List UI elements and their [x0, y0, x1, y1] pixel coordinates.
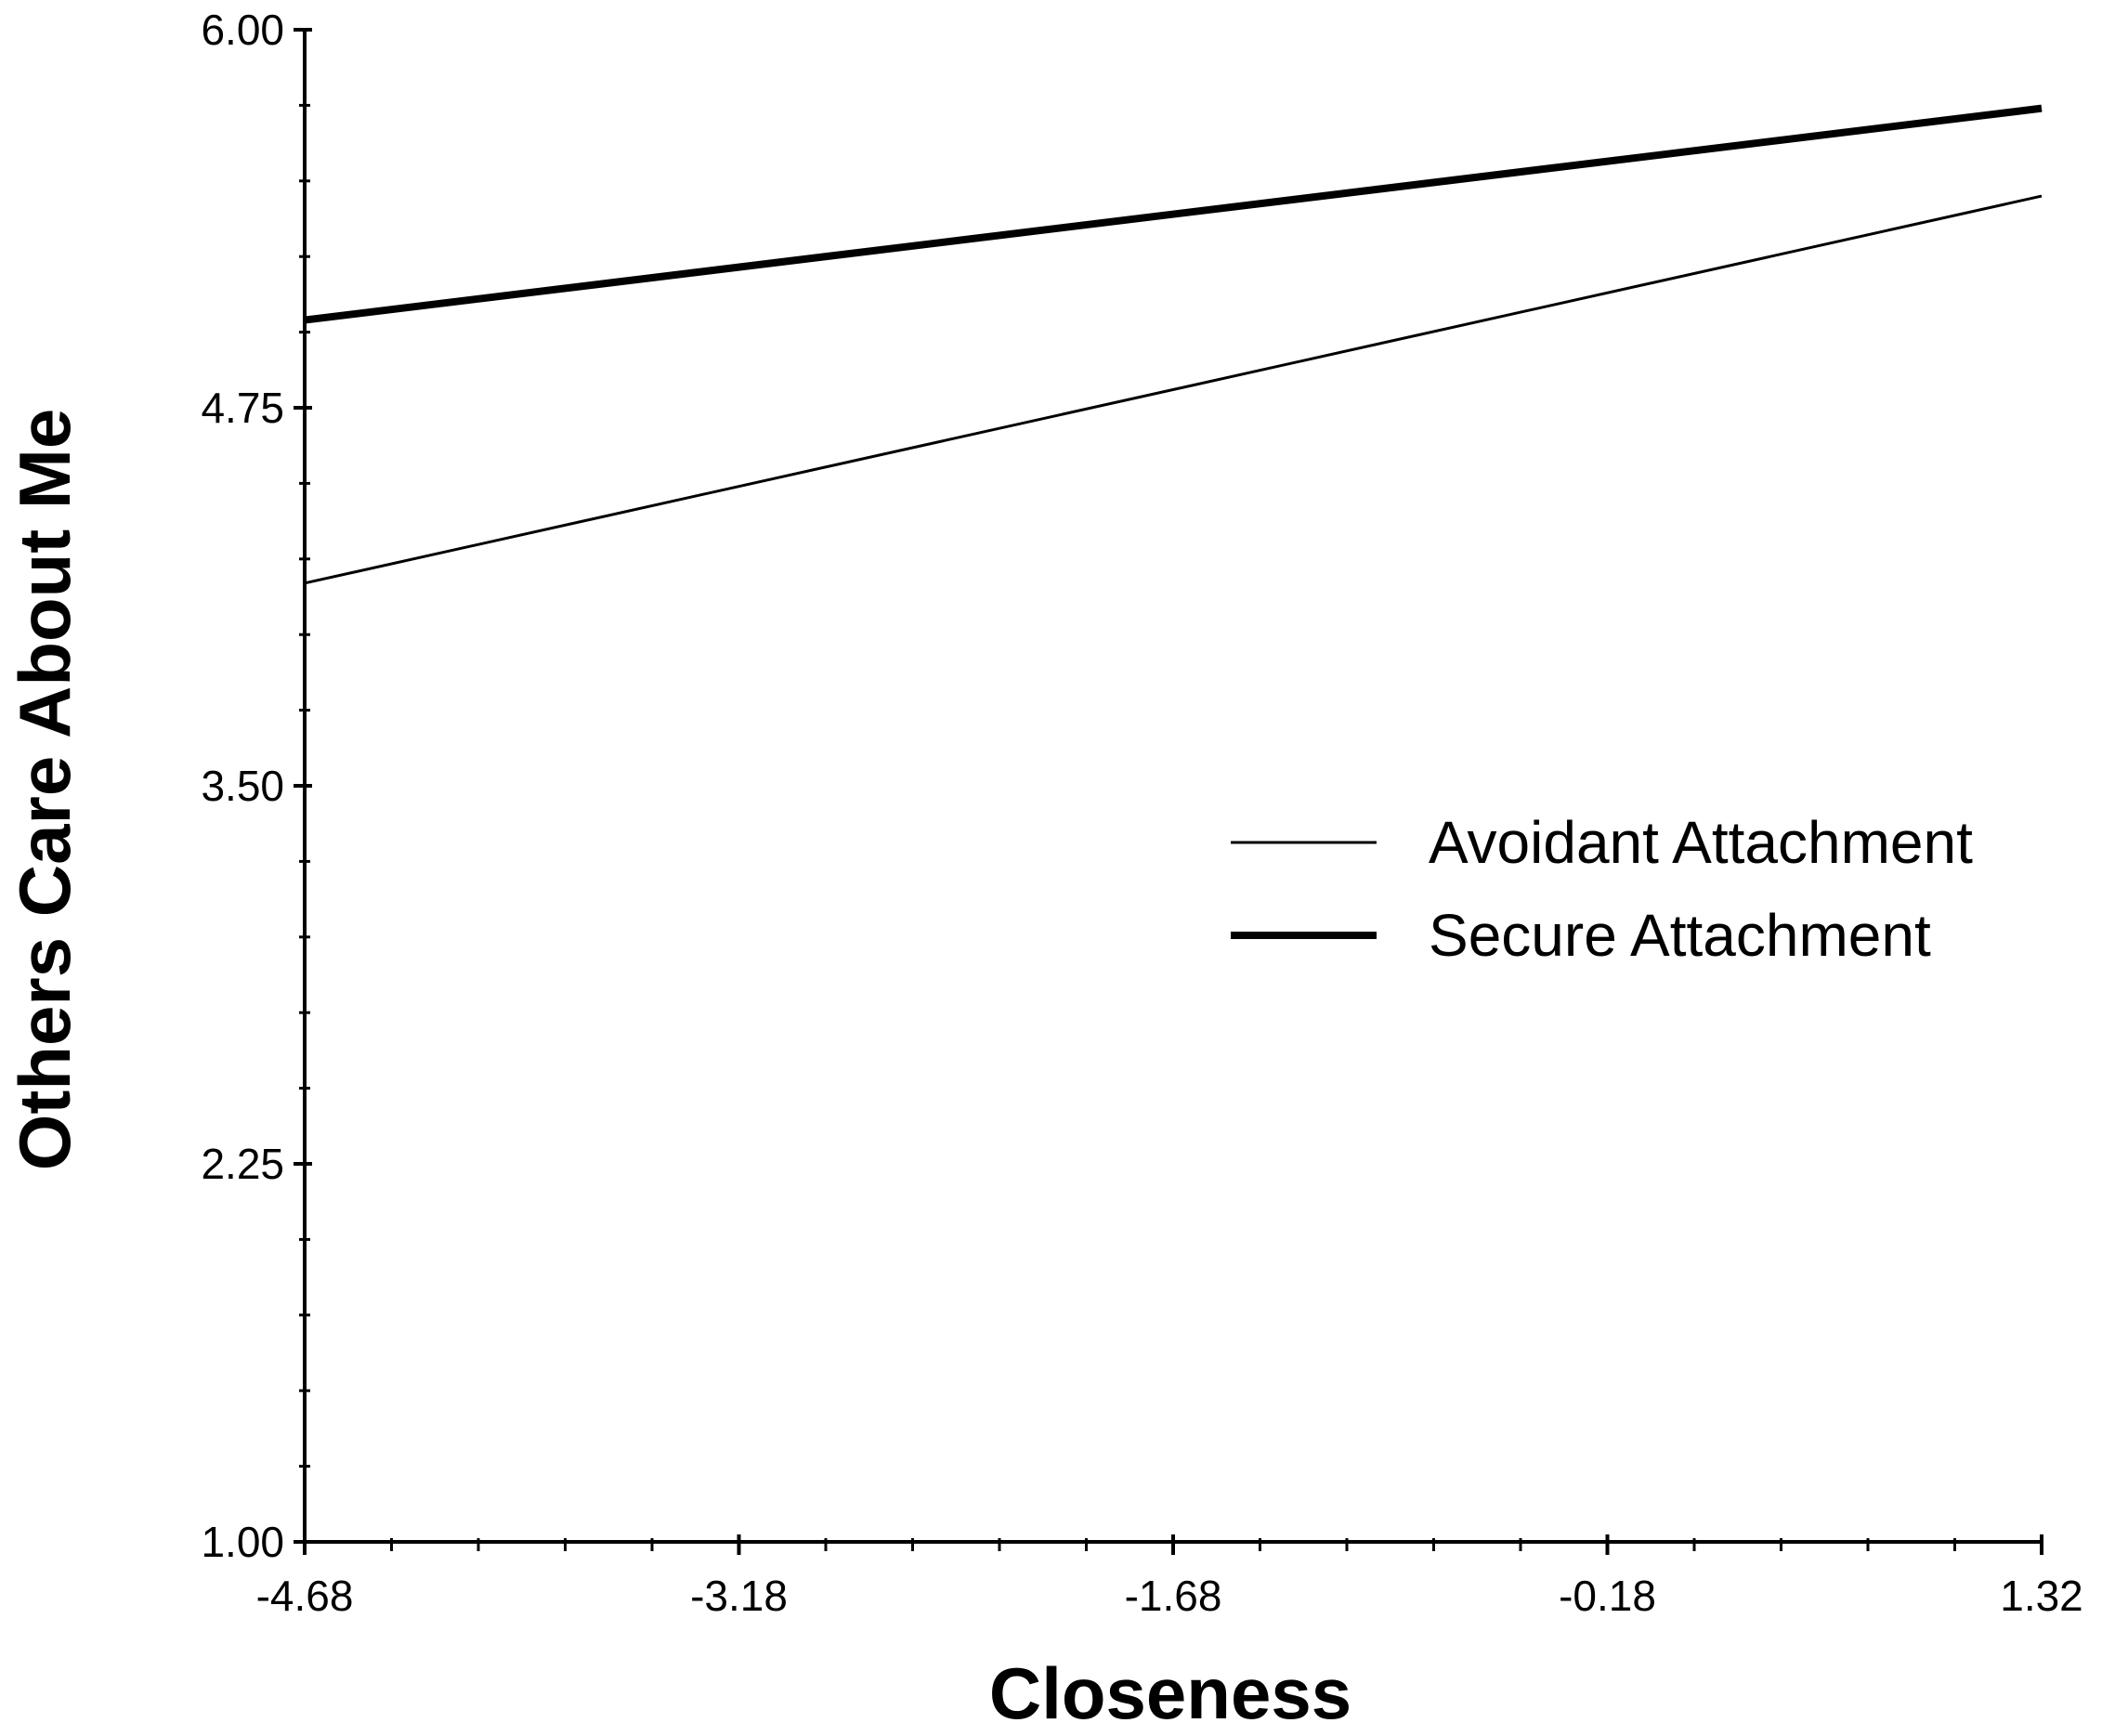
series-layer — [304, 104, 2043, 585]
x-tick-label: -0.18 — [1559, 1572, 1656, 1620]
y-tick-label: 4.75 — [201, 384, 284, 432]
x-tick-label: -3.18 — [690, 1572, 788, 1620]
y-tick-label: 6.00 — [201, 6, 284, 54]
y-tick-label: 2.25 — [201, 1140, 284, 1188]
y-axis-title: Others Care About Me — [4, 409, 85, 1171]
series-line-avoidant-attachment — [304, 194, 2043, 585]
x-tick-label: -1.68 — [1125, 1572, 1222, 1620]
y-tick-label: 3.50 — [201, 762, 284, 810]
series-line-secure-attachment — [304, 104, 2043, 324]
legend-label: Avoidant Attachment — [1429, 809, 1973, 876]
y-tick-label: 1.00 — [201, 1518, 284, 1566]
x-axis-title: Closeness — [989, 1652, 1351, 1734]
legend: Avoidant Attachment Secure Attachment — [1231, 809, 1973, 969]
axes: 1.00 2.25 3.50 4.75 6.00 -4.68 -3.18 -1.68 -0.18… — [201, 6, 2082, 1620]
x-tick-label: -4.68 — [256, 1572, 354, 1620]
x-tick-label: 1.32 — [2000, 1572, 2083, 1620]
legend-label: Secure Attachment — [1429, 902, 1931, 969]
